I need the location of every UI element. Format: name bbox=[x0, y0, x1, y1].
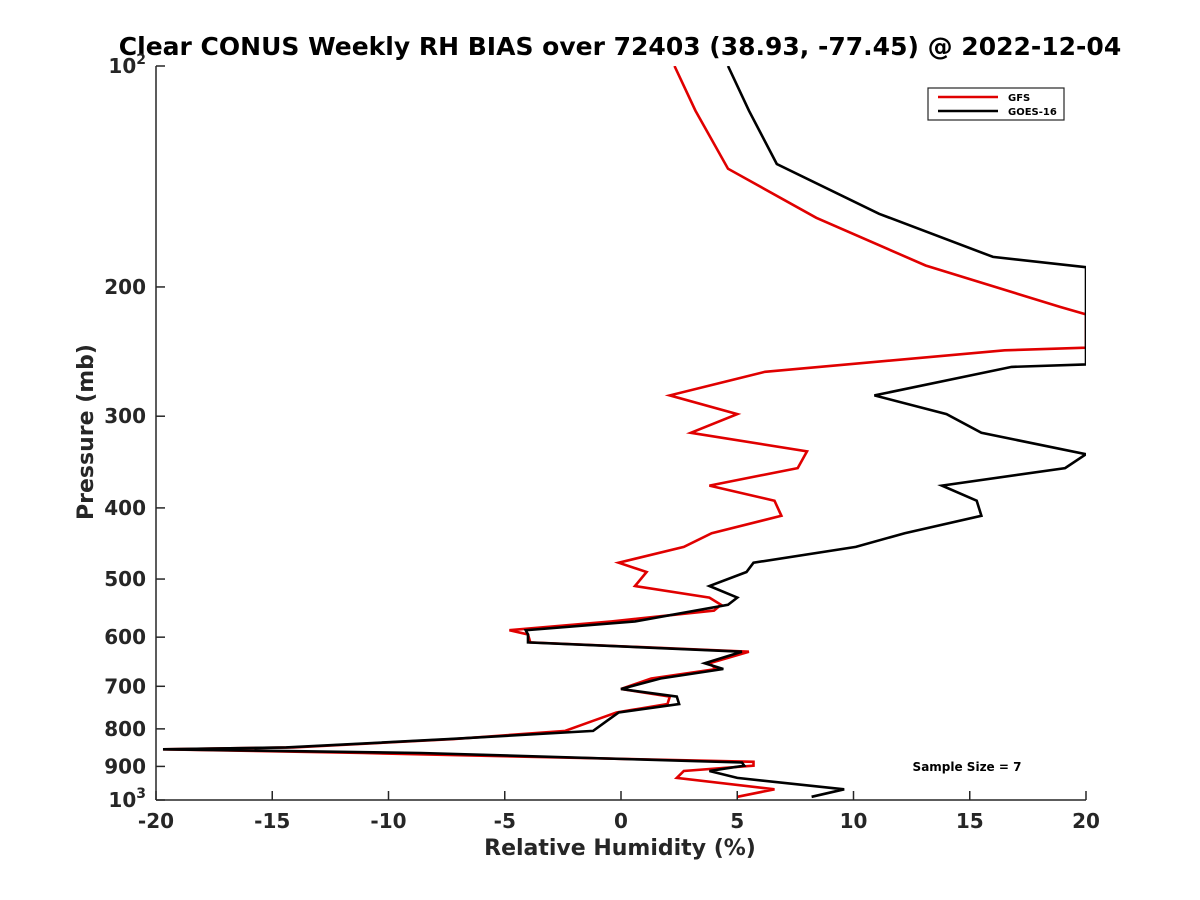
legend: GFS GOES-16 bbox=[927, 87, 1065, 121]
y-tick-label: 300 bbox=[104, 404, 146, 428]
x-tick-label: 10 bbox=[840, 809, 868, 833]
y-tick-label: 200 bbox=[104, 275, 146, 299]
y-tick-label: 500 bbox=[104, 567, 146, 591]
series-layer bbox=[162, 66, 1086, 799]
axes-layer: -20 -15 -10 -5 0 5 10 15 20 102 200 300 400 500 600 700… bbox=[104, 52, 1100, 833]
x-tick-label: 15 bbox=[956, 809, 984, 833]
series-line-goes-16 bbox=[162, 66, 1086, 799]
y-axis-label: Pressure (mb) bbox=[74, 344, 99, 520]
x-tick-label: 20 bbox=[1072, 809, 1100, 833]
y-tick-label: 900 bbox=[104, 754, 146, 778]
legend-entry-label: GOES-16 bbox=[1008, 107, 1057, 118]
x-tick-label: 5 bbox=[730, 809, 744, 833]
y-tick-label: 103 bbox=[108, 786, 146, 812]
x-tick-label: -20 bbox=[138, 809, 174, 833]
y-tick-label: 400 bbox=[104, 496, 146, 520]
y-tick-label: 102 bbox=[108, 52, 146, 78]
y-tick-label: 600 bbox=[104, 625, 146, 649]
x-axis-label: Relative Humidity (%) bbox=[484, 836, 756, 861]
sample-size-annotation: Sample Size = 7 bbox=[913, 760, 1022, 774]
legend-entry-label: GFS bbox=[1008, 93, 1030, 104]
chart-title: Clear CONUS Weekly RH BIAS over 72403 (3… bbox=[119, 32, 1121, 61]
x-tick-label: -5 bbox=[494, 809, 516, 833]
x-tick-label: -10 bbox=[370, 809, 406, 833]
x-tick-label: 0 bbox=[614, 809, 628, 833]
x-tick-label: -15 bbox=[254, 809, 290, 833]
y-tick-label: 800 bbox=[104, 717, 146, 741]
y-tick-label: 700 bbox=[104, 674, 146, 698]
legend-box bbox=[927, 87, 1065, 121]
